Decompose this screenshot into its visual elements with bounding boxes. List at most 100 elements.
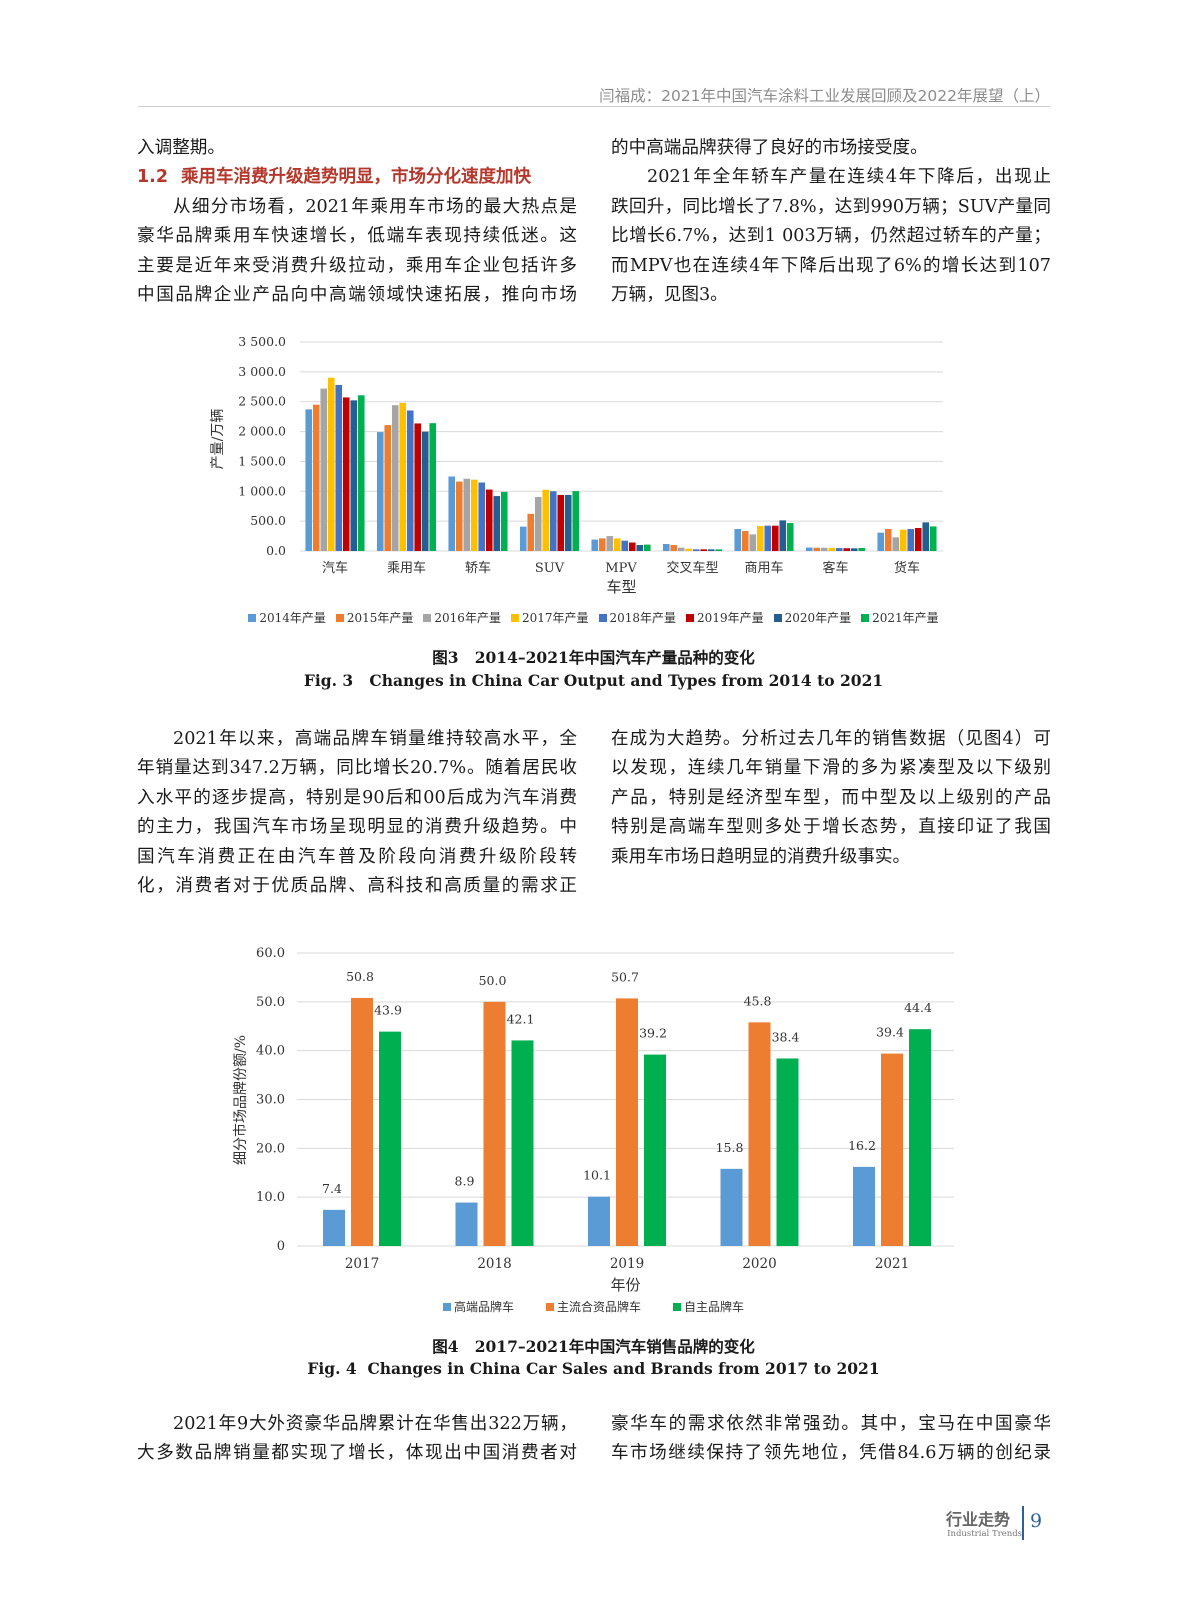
y-axis-title: 产量/万辆 [210,409,226,470]
legend-item: 2021年产量 [861,609,939,626]
figure3-caption-en: Fig. 3 Changes in China Car Output and T… [0,671,1187,690]
bar [779,520,787,551]
figure4-label-cn: 图4 [432,1337,459,1356]
x-tick-label: 2017 [345,1256,379,1272]
text-line: 特别是高端车型则多处于增长态势，直接印证了我国 [611,817,1051,838]
bar [644,1054,666,1246]
data-label: 50.7 [611,969,639,984]
y-tick-label: 60.0 [256,946,285,961]
bar [485,489,493,551]
bar [907,529,915,551]
bar [756,526,764,551]
data-label: 39.4 [876,1025,904,1040]
legend-item: 2018年产量 [598,609,677,626]
legend-item: 2017年产量 [510,609,589,626]
data-label: 50.8 [346,969,374,984]
bar [613,538,621,551]
figure4-title-en: Changes in China Car Sales and Brands fr… [367,1359,880,1378]
bar [455,1202,478,1246]
x-tick-label: 2019 [610,1256,644,1272]
data-label: 7.4 [322,1181,342,1196]
text-line: 主要是近年来受消费升级拉动，乘用车企业包括许多 [137,255,577,276]
data-label: 45.8 [744,993,772,1008]
x-axis-title: 车型 [606,578,636,596]
legend-label: 高端品牌车 [453,1300,514,1314]
bar [670,545,678,551]
figure4-legend: 高端品牌车 主流合资品牌车 自主品牌车 [0,1298,1187,1315]
data-label: 39.2 [639,1026,667,1041]
bar [707,549,715,551]
bar [549,491,557,551]
bar [534,496,542,551]
x-tick-label: 2018 [477,1256,511,1272]
x-tick-label: 2021 [875,1256,909,1272]
y-tick-label: 30.0 [256,1093,285,1108]
data-label: 16.2 [848,1138,876,1153]
bar [572,491,580,551]
y-axis-title: 细分市场品牌份额/% [232,1035,249,1165]
bar [342,397,350,551]
data-label: 43.9 [374,1003,402,1018]
y-tick-label: 2 500.0 [238,394,286,409]
bar [858,547,866,551]
bar [929,526,937,551]
figure3-label-en: Fig. 3 [303,671,354,690]
bar [478,482,486,551]
bar [483,1001,506,1246]
bar [591,539,599,551]
data-label: 15.8 [716,1140,744,1155]
bar [391,405,399,551]
bar [715,549,723,551]
x-tick-label: 货车 [894,560,920,576]
bar [542,489,550,551]
bar [764,525,772,551]
section-heading: 1.2 乘用车消费升级趋势明显，市场分化速度加快 [137,162,577,192]
legend-label: 2018年产量 [609,611,677,625]
section-number: 1.2 [137,167,169,187]
text-line: 大多数品牌销量都实现了增长，体现出中国消费者对 [137,1443,577,1464]
bar [335,384,343,551]
text-line: 2021年以来，高端品牌车销量维持较高水平，全 [173,729,577,749]
data-label: 42.1 [507,1011,535,1026]
page-number: 9 [1030,1510,1043,1532]
y-tick-label: 50.0 [256,995,285,1010]
footer-divider [1022,1506,1024,1540]
bar [677,547,685,551]
figure4-label-en: Fig. 4 [307,1359,357,1378]
bar [305,409,313,551]
bar [828,547,836,551]
bar [621,540,629,551]
legend-item: 自主品牌车 [673,1298,744,1315]
bar [771,525,779,551]
bar [511,1040,534,1246]
text-line: 年销量达到347.2万辆，同比增长20.7%。随着居民收 [137,758,577,779]
bar [414,423,422,551]
legend-swatch [248,613,257,622]
bar [606,536,614,551]
legend-label: 2020年产量 [784,611,852,625]
bar [448,476,456,551]
text-line: 入调整期。 [137,138,225,158]
legend-label: 2017年产量 [521,611,589,625]
y-tick-label: 3 500.0 [238,334,286,349]
bar [662,544,670,551]
figure3-caption-cn: 图3 2014–2021年中国汽车产量品种的变化 [0,646,1187,668]
bar [643,544,651,551]
legend-item: 2015年产量 [335,609,413,626]
bar [922,522,930,551]
bar [527,513,535,551]
bar [820,547,828,551]
figure4-caption-en: Fig. 4 Changes in China Car Sales and Br… [0,1359,1187,1378]
y-tick-label: 0 [277,1239,285,1254]
legend-label: 2016年产量 [434,611,501,625]
text-line: 化，消费者对于优质品牌、高科技和高质量的需求正 [137,876,577,896]
legend-item: 2020年产量 [773,609,852,626]
text-line: 从细分市场看，2021年乘用车市场的最大热点是 [173,197,577,217]
x-tick-label: SUV [535,561,565,576]
text-line: 万辆，见图3。 [611,285,728,305]
bar [749,534,757,551]
bar [384,425,392,551]
bar [406,410,414,551]
